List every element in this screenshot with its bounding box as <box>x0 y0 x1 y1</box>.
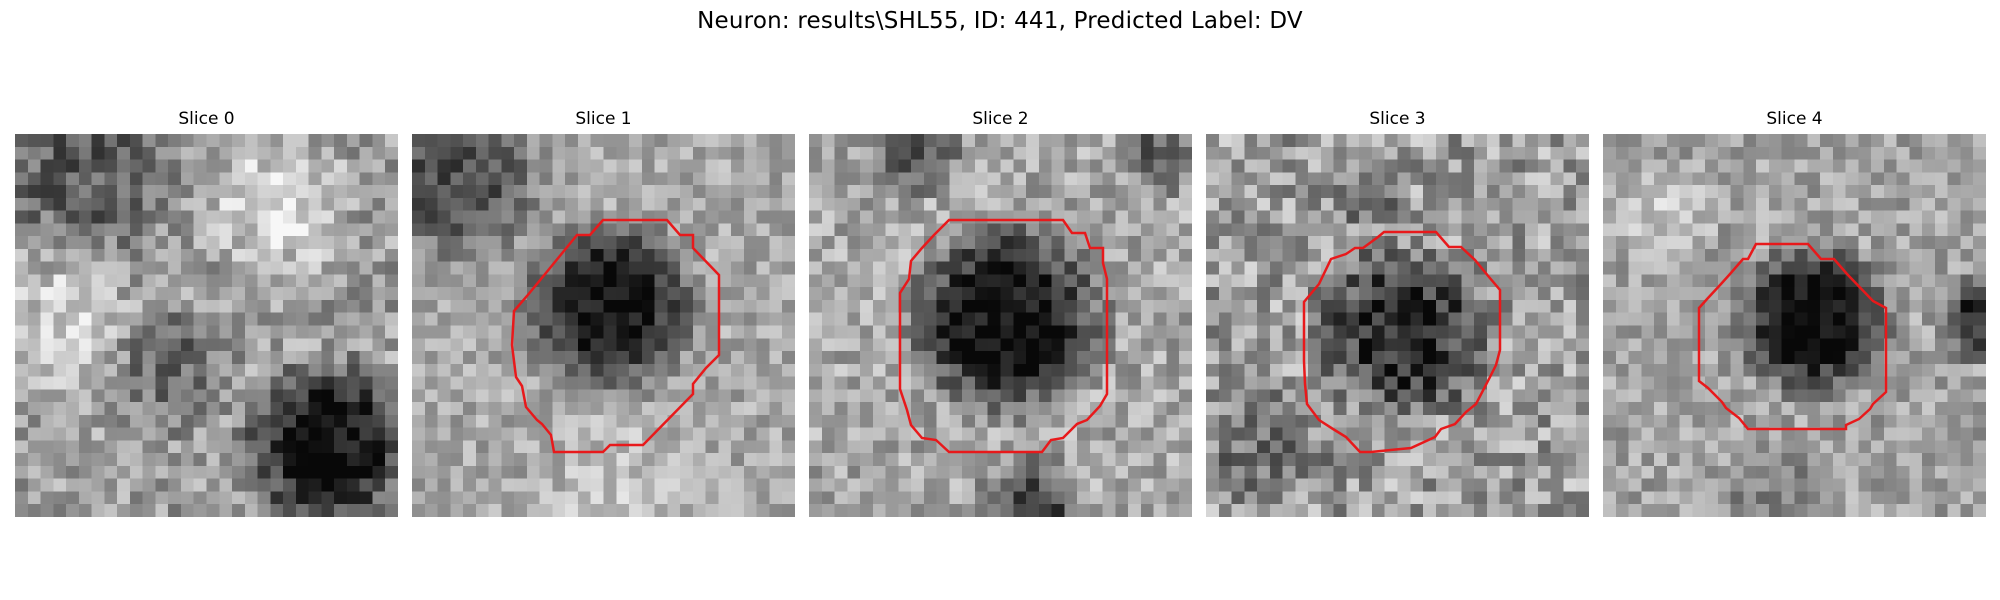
slice-3-contour-overlay <box>1302 230 1502 454</box>
slice-0-title: Slice 0 <box>178 109 235 129</box>
slice-4-title: Slice 4 <box>1766 109 1823 129</box>
slice-3-title: Slice 3 <box>1369 109 1426 129</box>
slice-4-roi-contour <box>1697 242 1888 431</box>
slice-1-title: Slice 1 <box>575 109 632 129</box>
slice-3-roi-contour <box>1302 230 1502 454</box>
slice-2-title: Slice 2 <box>972 109 1029 129</box>
slice-0-image <box>15 134 398 517</box>
figure-title: Neuron: results\SHL55, ID: 441, Predicte… <box>697 8 1303 34</box>
slice-3-image <box>1206 134 1589 517</box>
slice-4-image <box>1603 134 1986 517</box>
slice-2-contour-overlay <box>898 218 1109 454</box>
slice-1-contour-overlay <box>510 218 721 454</box>
slice-1-roi-contour <box>510 218 721 454</box>
slice-4-contour-overlay <box>1697 242 1888 431</box>
slice-2-roi-contour <box>898 218 1109 454</box>
